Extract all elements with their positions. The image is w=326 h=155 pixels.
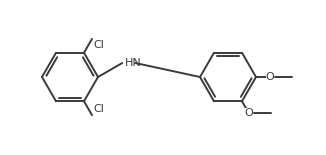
Text: Cl: Cl	[93, 40, 104, 50]
Text: HN: HN	[125, 58, 142, 68]
Text: O: O	[244, 108, 253, 118]
Text: O: O	[266, 72, 274, 82]
Text: Cl: Cl	[93, 104, 104, 114]
